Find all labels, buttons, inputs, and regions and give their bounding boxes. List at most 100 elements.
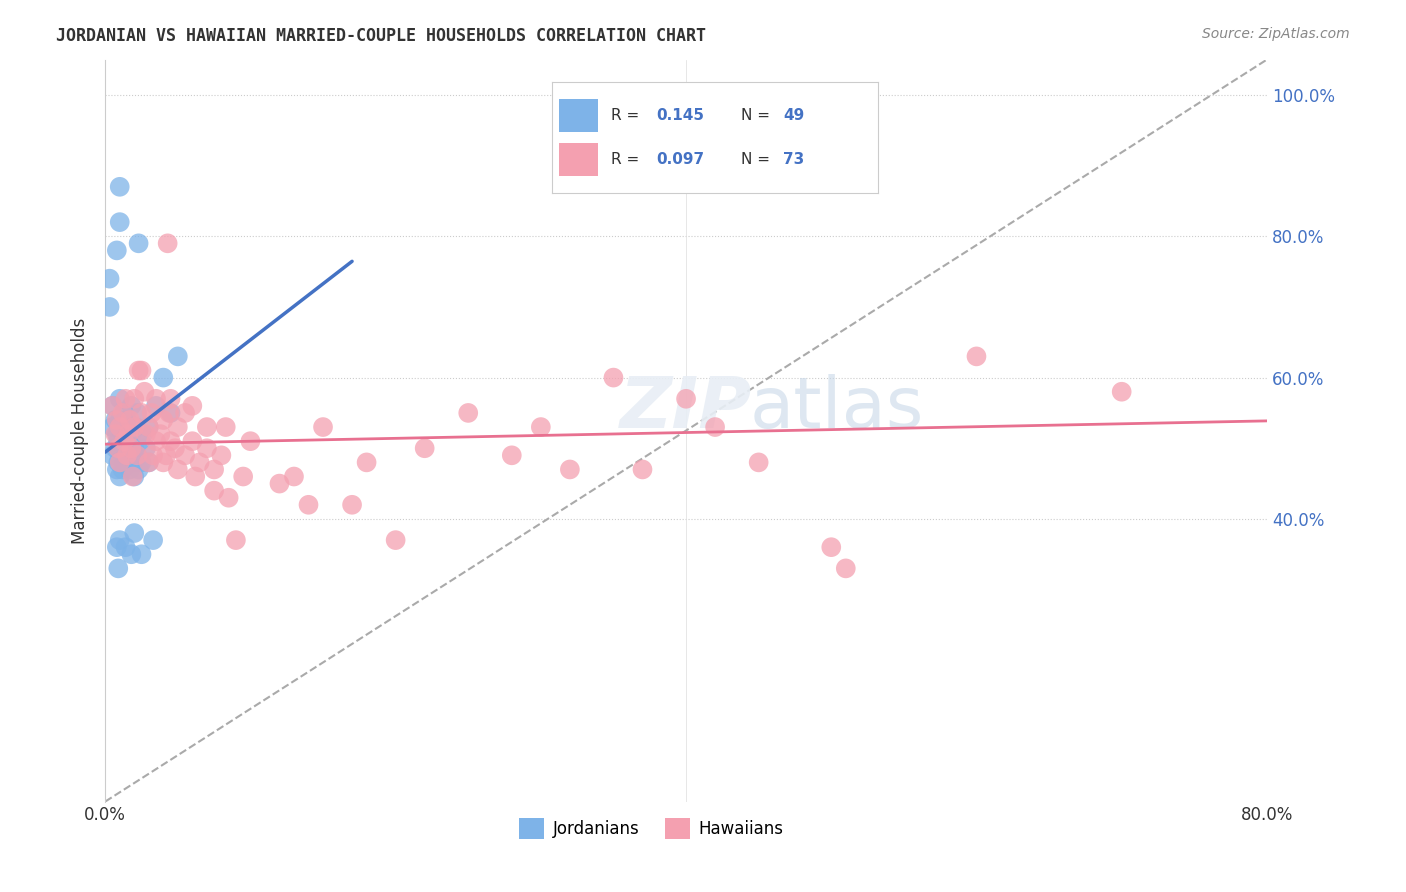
Hawaiians (675, 392, 697, 406)
Hawaiians (145, 434, 167, 449)
Jordanians (127, 406, 149, 420)
Jordanians (145, 399, 167, 413)
Hawaiians (195, 420, 218, 434)
Hawaiians (163, 442, 186, 456)
Jordanians (128, 236, 150, 251)
Hawaiians (174, 406, 197, 420)
Hawaiians (152, 455, 174, 469)
Hawaiians (156, 236, 179, 251)
Hawaiians (122, 420, 145, 434)
Hawaiians (159, 434, 181, 449)
Hawaiians (269, 476, 291, 491)
Hawaiians (631, 462, 654, 476)
Hawaiians (138, 455, 160, 469)
Hawaiians (107, 442, 129, 456)
Jordanians (107, 561, 129, 575)
Hawaiians (122, 392, 145, 406)
Jordanians (105, 244, 128, 258)
Hawaiians (120, 442, 142, 456)
Jordanians (166, 350, 188, 364)
Jordanians (131, 547, 153, 561)
Hawaiians (356, 455, 378, 469)
Jordanians (114, 434, 136, 449)
Jordanians (152, 370, 174, 384)
Jordanians (118, 462, 141, 476)
Hawaiians (312, 420, 335, 434)
Jordanians (104, 413, 127, 427)
Hawaiians (1111, 384, 1133, 399)
Hawaiians (104, 427, 127, 442)
Text: JORDANIAN VS HAWAIIAN MARRIED-COUPLE HOUSEHOLDS CORRELATION CHART: JORDANIAN VS HAWAIIAN MARRIED-COUPLE HOU… (56, 27, 706, 45)
Hawaiians (152, 413, 174, 427)
Jordanians (108, 533, 131, 548)
Hawaiians (155, 448, 177, 462)
Hawaiians (225, 533, 247, 548)
Hawaiians (131, 363, 153, 377)
Jordanians (138, 420, 160, 434)
Jordanians (98, 300, 121, 314)
Jordanians (120, 399, 142, 413)
Hawaiians (128, 363, 150, 377)
Legend: Jordanians, Hawaiians: Jordanians, Hawaiians (513, 812, 790, 846)
Jordanians (112, 455, 135, 469)
Hawaiians (138, 420, 160, 434)
Hawaiians (184, 469, 207, 483)
Hawaiians (602, 370, 624, 384)
Jordanians (120, 427, 142, 442)
Hawaiians (118, 413, 141, 427)
Jordanians (138, 455, 160, 469)
Jordanians (105, 540, 128, 554)
Jordanians (115, 448, 138, 462)
Jordanians (108, 469, 131, 483)
Hawaiians (748, 455, 770, 469)
Hawaiians (835, 561, 858, 575)
Hawaiians (239, 434, 262, 449)
Jordanians (128, 462, 150, 476)
Jordanians (108, 442, 131, 456)
Jordanians (121, 455, 143, 469)
Hawaiians (558, 462, 581, 476)
Text: ZIP: ZIP (620, 374, 752, 442)
Jordanians (117, 442, 139, 456)
Jordanians (114, 540, 136, 554)
Hawaiians (232, 469, 254, 483)
Jordanians (120, 547, 142, 561)
Jordanians (159, 406, 181, 420)
Jordanians (132, 427, 155, 442)
Hawaiians (297, 498, 319, 512)
Hawaiians (283, 469, 305, 483)
Hawaiians (121, 469, 143, 483)
Hawaiians (166, 462, 188, 476)
Hawaiians (174, 448, 197, 462)
Jordanians (112, 406, 135, 420)
Hawaiians (105, 413, 128, 427)
Text: Source: ZipAtlas.com: Source: ZipAtlas.com (1202, 27, 1350, 41)
Hawaiians (457, 406, 479, 420)
Jordanians (104, 442, 127, 456)
Hawaiians (108, 420, 131, 434)
Jordanians (108, 179, 131, 194)
Jordanians (101, 420, 124, 434)
Hawaiians (111, 406, 134, 420)
Jordanians (122, 526, 145, 541)
Hawaiians (149, 427, 172, 442)
Hawaiians (966, 350, 988, 364)
Jordanians (129, 434, 152, 449)
Jordanians (108, 413, 131, 427)
Jordanians (108, 215, 131, 229)
Jordanians (107, 455, 129, 469)
Jordanians (125, 420, 148, 434)
Hawaiians (181, 434, 204, 449)
Hawaiians (157, 406, 180, 420)
Jordanians (111, 427, 134, 442)
Jordanians (101, 399, 124, 413)
Jordanians (127, 448, 149, 462)
Hawaiians (530, 420, 553, 434)
Jordanians (115, 413, 138, 427)
Hawaiians (166, 420, 188, 434)
Hawaiians (131, 406, 153, 420)
Hawaiians (704, 420, 727, 434)
Hawaiians (202, 483, 225, 498)
Hawaiians (114, 392, 136, 406)
Jordanians (122, 442, 145, 456)
